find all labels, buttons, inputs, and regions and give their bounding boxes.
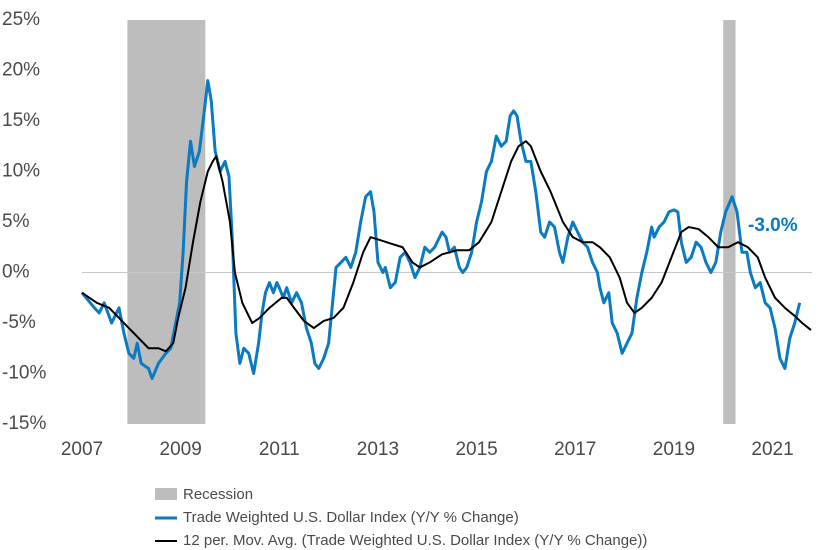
series-line: [80, 79, 802, 381]
x-tick-label: 2013: [357, 439, 399, 460]
legend-label: Trade Weighted U.S. Dollar Index (Y/Y % …: [183, 509, 519, 526]
y-tick-label: 5%: [2, 211, 30, 232]
series-line: [81, 140, 812, 353]
y-tick-label: -10%: [2, 363, 46, 384]
y-tick-label: 25%: [2, 9, 40, 30]
legend-label: 12 per. Mov. Avg. (Trade Weighted U.S. D…: [183, 532, 647, 549]
x-tick-label: 2019: [653, 439, 695, 460]
y-tick-label: 10%: [2, 161, 40, 182]
x-tick-label: 2015: [455, 439, 497, 460]
y-tick-label: 0%: [2, 262, 30, 283]
x-tick-label: 2011: [259, 439, 300, 460]
y-tick-label: 15%: [2, 110, 40, 131]
y-tick-label: -5%: [2, 312, 36, 333]
recession-band: [723, 20, 736, 424]
x-tick-label: 2009: [160, 439, 202, 460]
x-tick-label: 2017: [554, 439, 596, 460]
annotation: -3.0%: [748, 215, 798, 236]
legend-label: Recession: [183, 486, 253, 503]
legend-swatch: [155, 488, 177, 500]
y-tick-label: -15%: [2, 413, 46, 434]
x-tick-label: 2007: [61, 439, 103, 460]
x-tick-label: 2021: [751, 439, 793, 460]
recession-band: [127, 20, 206, 424]
y-tick-label: 20%: [2, 60, 40, 81]
